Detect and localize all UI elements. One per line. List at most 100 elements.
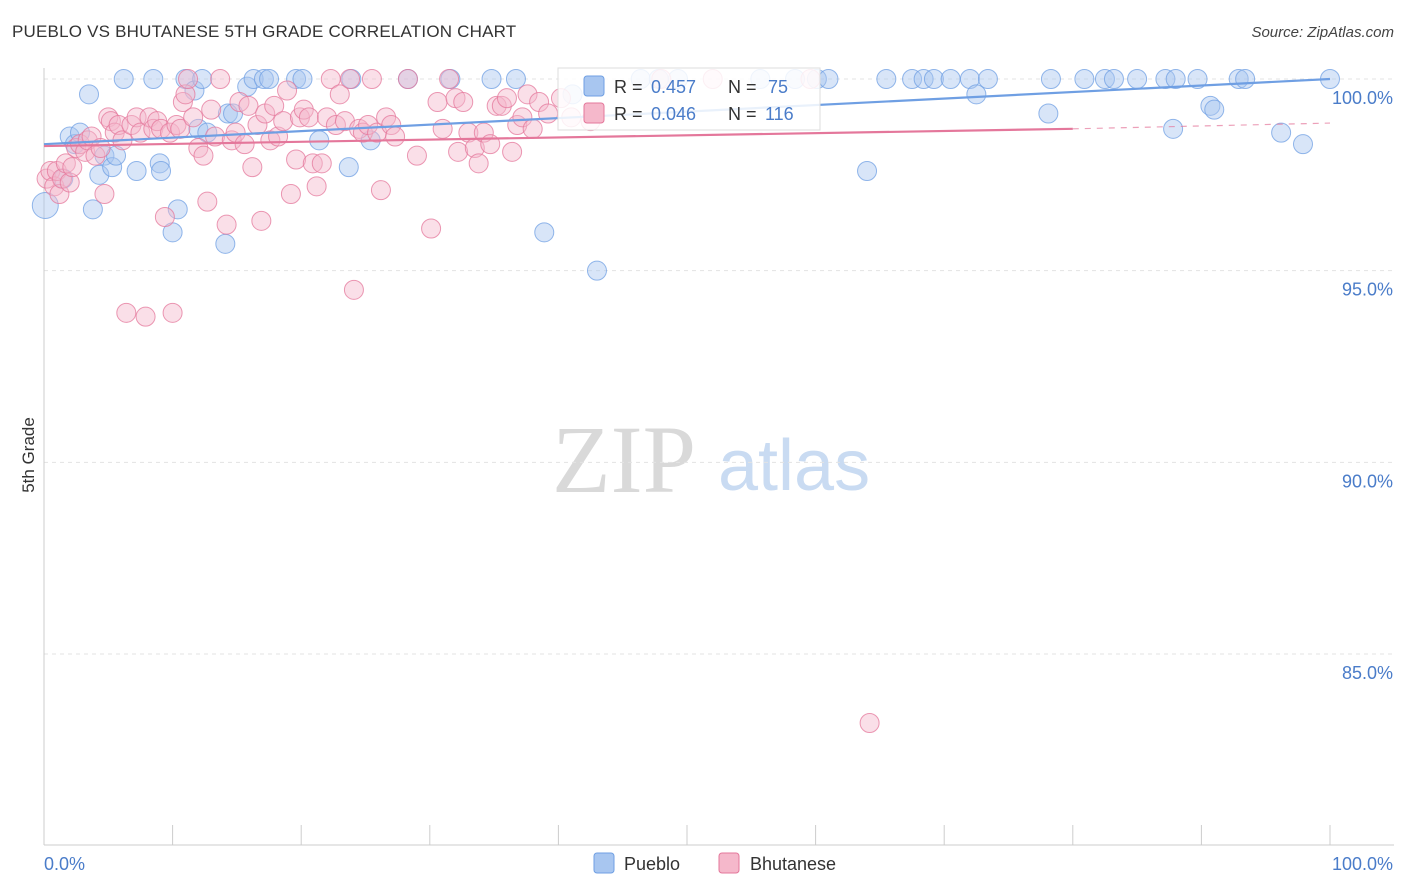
pueblo-point-27 — [243, 69, 264, 89]
bhutanese-r-label: R = — [614, 104, 643, 124]
bhutanese-point-7 — [59, 172, 80, 193]
bhutanese-point-92 — [448, 141, 469, 162]
bhutanese-point-99 — [486, 95, 507, 116]
bhutanese-point-16 — [94, 184, 115, 204]
pueblo-point-39 — [505, 69, 526, 89]
pueblo-point-66 — [1163, 118, 1184, 139]
series-legend: Pueblo Bhutanese — [593, 852, 836, 874]
chart-title: PUEBLO VS BHUTANESE 5TH GRADE CORRELATIO… — [12, 22, 517, 41]
bhutanese-point-93 — [453, 92, 474, 112]
pueblo-point-12 — [126, 161, 147, 181]
bhutanese-point-90 — [439, 69, 460, 89]
watermark: ZIP atlas — [552, 406, 870, 513]
pueblo-point-14 — [149, 153, 170, 174]
bhutanese-n-value: 116 — [765, 104, 794, 124]
bhutanese-point-62 — [286, 149, 307, 170]
watermark-atlas: atlas — [718, 426, 870, 506]
bhutanese-point-36 — [172, 92, 193, 112]
legend-bhutanese-label: Bhutanese — [750, 854, 836, 874]
bhutanese-point-43 — [201, 99, 222, 120]
bhutanese-point-75 — [343, 279, 364, 300]
bhutanese-point-81 — [370, 180, 391, 201]
bhutanese-point-22 — [116, 302, 137, 323]
pueblo-n-label: N = — [728, 77, 757, 97]
bhutanese-point-53 — [247, 115, 268, 135]
bhutanese-point-51 — [238, 95, 259, 116]
pueblo-point-21 — [192, 69, 213, 89]
pueblo-point-6 — [82, 199, 103, 220]
bhutanese-point-4 — [49, 184, 70, 204]
pueblo-point-11 — [113, 69, 134, 89]
bhutanese-point-105 — [517, 84, 538, 105]
bhutanese-point-65 — [298, 107, 319, 128]
bhutanese-point-26 — [135, 306, 156, 327]
pueblo-point-33 — [338, 157, 359, 178]
pueblo-point-70 — [1204, 99, 1225, 120]
pueblo-point-63 — [1103, 69, 1124, 89]
pueblo-point-56 — [959, 69, 980, 89]
bhutanese-point-33 — [162, 302, 183, 323]
legend-pueblo-swatch — [593, 852, 615, 874]
pueblo-point-28 — [253, 69, 274, 89]
pueblo-point-50 — [857, 161, 878, 181]
bhutanese-point-38 — [178, 69, 199, 89]
pueblo-point-13 — [143, 69, 164, 89]
bhutanese-point-6 — [55, 153, 76, 174]
y-tick-label-2: 90.0% — [1342, 471, 1393, 491]
bhutanese-point-67 — [306, 176, 327, 197]
pueblo-point-60 — [1040, 69, 1061, 89]
x-tick-label-1: 100.0% — [1332, 854, 1393, 874]
bhutanese-point-84 — [385, 126, 406, 147]
y-tick-label-3: 85.0% — [1342, 663, 1393, 683]
bhutanese-point-74 — [340, 69, 361, 89]
y-tick-label-0: 100.0% — [1332, 88, 1393, 108]
pueblo-swatch — [583, 75, 605, 97]
bhutanese-point-37 — [175, 84, 196, 105]
bhutanese-point-97 — [473, 122, 494, 143]
pueblo-point-38 — [481, 69, 502, 89]
bhutanese-point-45 — [210, 69, 231, 89]
pueblo-point-15 — [151, 161, 172, 181]
bhutanese-point-25 — [130, 122, 151, 143]
pueblo-point-23 — [215, 233, 236, 254]
pueblo-r-label: R = — [614, 77, 643, 97]
bhutanese-point-59 — [273, 111, 294, 132]
pueblo-point-57 — [966, 84, 987, 105]
bhutanese-point-86 — [406, 145, 427, 166]
pueblo-point-31 — [292, 69, 313, 89]
pueblo-point-67 — [1165, 69, 1186, 89]
axes — [43, 68, 1394, 846]
bhutanese-point-41 — [193, 145, 214, 166]
bhutanese-point-79 — [361, 69, 382, 89]
bhutanese-point-88 — [427, 92, 448, 112]
bhutanese-point-115 — [859, 713, 880, 733]
x-tick-label-0: 0.0% — [44, 854, 85, 874]
pueblo-point-73 — [1271, 122, 1292, 143]
pueblo-point-52 — [902, 69, 923, 89]
bhutanese-point-34 — [166, 115, 187, 135]
pueblo-point-65 — [1155, 69, 1176, 89]
pueblo-r-value: 0.457 — [651, 77, 696, 97]
bhutanese-point-89 — [432, 118, 453, 139]
bhutanese-r-value: 0.046 — [651, 104, 696, 124]
y-tick-labels: 100.0% 95.0% 90.0% 85.0% — [1332, 88, 1393, 683]
pueblo-point-49 — [818, 69, 839, 89]
pueblo-point-17 — [167, 199, 188, 220]
watermark-zip: ZIP — [552, 406, 696, 513]
bhutanese-point-54 — [251, 210, 272, 231]
y-axis-title: 5th Grade — [19, 417, 38, 493]
bhutanese-point-42 — [197, 191, 218, 212]
y-tick-label-1: 95.0% — [1342, 280, 1393, 300]
pueblo-point-29 — [259, 69, 280, 89]
pueblo-point-42 — [586, 260, 607, 281]
stats-legend: R = 0.457 N = 75 R = 0.046 N = 116 — [557, 67, 821, 131]
bhutanese-n-label: N = — [728, 104, 757, 124]
bhutanese-point-61 — [280, 184, 301, 204]
bhutanese-point-68 — [311, 153, 332, 174]
bhutanese-point-31 — [154, 207, 175, 227]
bhutanese-point-87 — [421, 218, 442, 239]
bhutanese-point-72 — [329, 84, 350, 105]
pueblo-point-55 — [940, 69, 961, 89]
bhutanese-point-85 — [397, 69, 418, 89]
